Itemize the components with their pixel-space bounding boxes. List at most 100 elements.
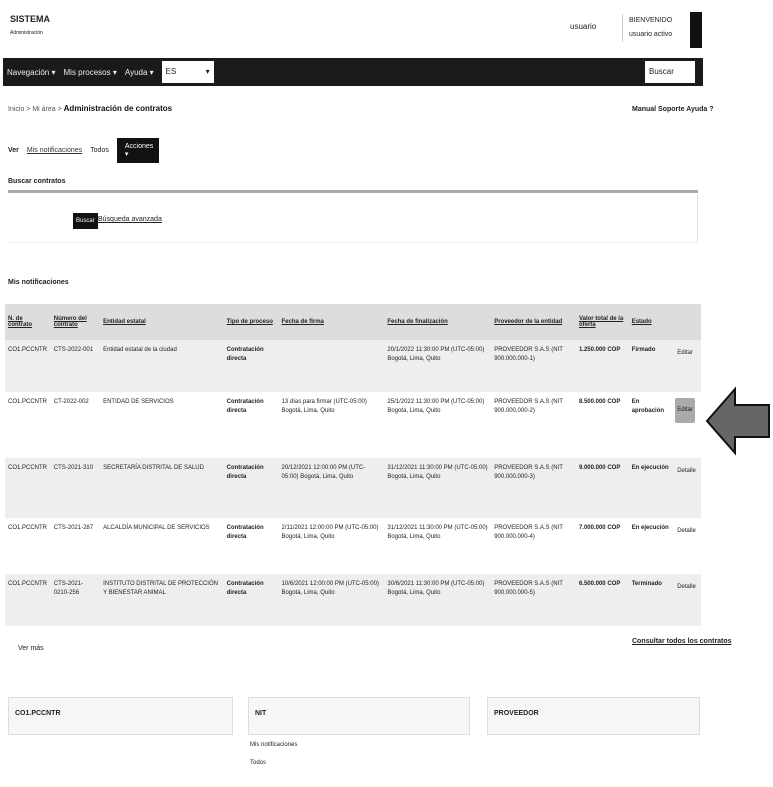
- column-header: [672, 304, 701, 340]
- table-cell: Editar: [672, 392, 701, 458]
- cell-text: CTS-2021-0210-256: [53, 581, 84, 596]
- column-header[interactable]: Número del contrato: [50, 304, 101, 340]
- tab-view[interactable]: Ver: [8, 147, 19, 154]
- cell-text: 13 días para firmar (UTC-05:00) Bogotá, …: [281, 399, 367, 414]
- table-cell: Contratación directa: [224, 518, 279, 574]
- cell-text: Firmado: [631, 347, 656, 353]
- user-label[interactable]: usuario: [570, 22, 597, 31]
- cell-text: CTS-2021-287: [53, 525, 94, 531]
- table-cell: INSTITUTO DISTRITAL DE PROTECCIÓN Y BIEN…: [100, 574, 224, 626]
- cell-text: 25/1/2022 11:30:00 PM (UTC-05:00) Bogotá…: [387, 399, 485, 414]
- table-cell: CTS-2022-001: [50, 340, 101, 392]
- column-header[interactable]: Estado: [628, 304, 673, 340]
- user-menu[interactable]: BIENVENIDO usuario activo: [622, 14, 672, 42]
- table-cell: CO1.PCCNTR: [5, 458, 51, 518]
- table-cell: 25/1/2022 11:30:00 PM (UTC-05:00) Bogotá…: [384, 392, 491, 458]
- help-links[interactable]: Manual Soporte Ayuda ?: [632, 106, 714, 113]
- table-cell: En aprobación: [629, 392, 673, 458]
- row-action-button[interactable]: Detalle: [677, 468, 696, 474]
- cell-text: CTS-2021-310: [53, 465, 94, 471]
- row-action-button[interactable]: Detalle: [677, 584, 696, 590]
- table-cell: Entidad estatal de la ciudad: [100, 340, 224, 392]
- footer-box[interactable]: NIT: [248, 697, 470, 735]
- table-cell: Contratación directa: [223, 458, 279, 518]
- row-action-button[interactable]: Editar: [675, 398, 695, 423]
- language-select[interactable]: ES ▾: [161, 61, 214, 83]
- row-action-button[interactable]: Editar: [677, 350, 693, 356]
- footer-link[interactable]: Todos: [250, 760, 267, 766]
- user-avatar[interactable]: [690, 12, 702, 48]
- search-input[interactable]: Buscar: [645, 61, 695, 83]
- table-cell: CO1.PCCNTR: [5, 392, 51, 458]
- footer-box[interactable]: CO1.PCCNTR: [8, 697, 233, 735]
- table-cell: Terminado: [628, 574, 673, 626]
- table-cell: En ejecución: [629, 518, 673, 574]
- table-cell: 10/6/2021 12:00:00 PM (UTC-05:00) Bogotá…: [278, 574, 385, 626]
- column-header[interactable]: Tipo de proceso: [223, 304, 279, 340]
- breadcrumb: Inicio > Mi área > Administración de con…: [8, 104, 173, 113]
- all-contracts-link[interactable]: Consultar todos los contratos: [632, 638, 732, 645]
- tab-notifications[interactable]: Mis notificaciones: [26, 147, 83, 154]
- cell-text: 7.000.000 COP: [578, 525, 621, 531]
- footer-box[interactable]: PROVEEDOR: [487, 697, 700, 735]
- see-more-link[interactable]: Ver más: [18, 645, 44, 652]
- column-header[interactable]: Proveedor de la entidad: [491, 304, 576, 340]
- search-button[interactable]: Buscar: [73, 213, 98, 229]
- cell-text: Entidad estatal de la ciudad: [103, 347, 177, 353]
- table-cell: ENTIDAD DE SERVICIOS: [100, 392, 224, 458]
- cell-text: 6.500.000 COP: [578, 581, 621, 587]
- nav-bar: Navegación ▾ Mis procesos ▾ Ayuda ▾ ES ▾ …: [3, 58, 703, 86]
- cell-text: PROVEEDOR S.A.S (NIT 900.000.000-4): [494, 525, 563, 540]
- search-title: Buscar contratos: [8, 178, 66, 185]
- table-cell: CT-2022-002: [51, 392, 100, 458]
- table-cell: PROVEEDOR S.A.S (NIT 900.000.000-1): [491, 340, 576, 392]
- table-cell: 9.000.000 COP: [575, 458, 629, 518]
- table-cell: 2/11/2021 12:00:00 PM (UTC-05:00) Bogotá…: [279, 518, 385, 574]
- nav-item[interactable]: Navegación ▾: [7, 67, 56, 77]
- cell-text: Contratación directa: [226, 399, 264, 414]
- table-cell: PROVEEDOR S.A.S (NIT 900.000.000-5): [491, 574, 576, 626]
- cell-text: CO1.PCCNTR: [8, 399, 48, 405]
- table-cell: Detalle: [672, 458, 701, 518]
- divider: [8, 190, 698, 193]
- chevron-down-icon: ▾: [205, 67, 210, 76]
- table-cell: Contratación directa: [223, 340, 279, 392]
- table-cell: 6.500.000 COP: [575, 574, 629, 626]
- cell-text: 31/12/2021 11:30:00 PM (UTC-05:00) Bogot…: [387, 525, 488, 540]
- cell-text: 20/12/2021 12:00:00 PM (UTC-05:00) Bogot…: [281, 465, 366, 480]
- page-title: Administración de contratos: [63, 104, 173, 113]
- column-header[interactable]: Entidad estatal: [100, 304, 224, 340]
- cell-text: 10/6/2021 12:00:00 PM (UTC-05:00) Bogotá…: [281, 581, 379, 596]
- cell-text: 1.250.000 COP: [578, 347, 621, 353]
- table-cell: 7.000.000 COP: [576, 518, 629, 574]
- footer-link[interactable]: Mis notificaciones: [250, 742, 298, 748]
- table-cell: En ejecución: [628, 458, 673, 518]
- table-cell: Contratación directa: [223, 574, 279, 626]
- table-cell: CTS-2021-287: [51, 518, 100, 574]
- cell-text: En ejecución: [631, 465, 669, 471]
- table-cell: 31/12/2021 11:30:00 PM (UTC-05:00) Bogot…: [384, 518, 491, 574]
- advanced-search-link[interactable]: Búsqueda avanzada: [98, 216, 162, 223]
- tab-all[interactable]: Todos: [90, 147, 109, 154]
- table-cell: ALCALDÍA MUNICIPAL DE SERVICIOS: [100, 518, 224, 574]
- row-action-button[interactable]: Detalle: [677, 528, 696, 534]
- table-cell: 1.250.000 COP: [575, 340, 629, 392]
- nav-item[interactable]: Mis procesos ▾: [63, 67, 117, 77]
- logo[interactable]: SISTEMA Administración: [10, 14, 51, 36]
- cell-text: SECRETARÍA DISTRITAL DE SALUD: [103, 465, 204, 471]
- table-cell: 20/1/2022 11:30:00 PM (UTC-05:00) Bogotá…: [384, 340, 492, 392]
- column-header[interactable]: Fecha de finalización: [384, 304, 492, 340]
- search-panel: [8, 195, 698, 243]
- actions-dropdown[interactable]: Acciones ▾: [116, 138, 159, 163]
- column-header[interactable]: N. de contrato: [5, 304, 51, 340]
- table-cell: Editar: [672, 340, 701, 392]
- table-row: CO1.PCCNTR CTS-2021-287 ALCALDÍA MUNICIPAL…: [5, 518, 701, 574]
- nav-item[interactable]: Ayuda ▾: [124, 67, 154, 77]
- cell-text: CTS-2022-001: [53, 347, 94, 353]
- table-cell: CO1.PCCNTR: [5, 340, 51, 392]
- cell-text: 8.500.000 COP: [578, 399, 621, 405]
- table-cell: Contratación directa: [224, 392, 279, 458]
- cell-text: Contratación directa: [226, 525, 264, 540]
- column-header[interactable]: Fecha de firma: [278, 304, 385, 340]
- column-header[interactable]: Valor total de la oferta: [575, 304, 629, 340]
